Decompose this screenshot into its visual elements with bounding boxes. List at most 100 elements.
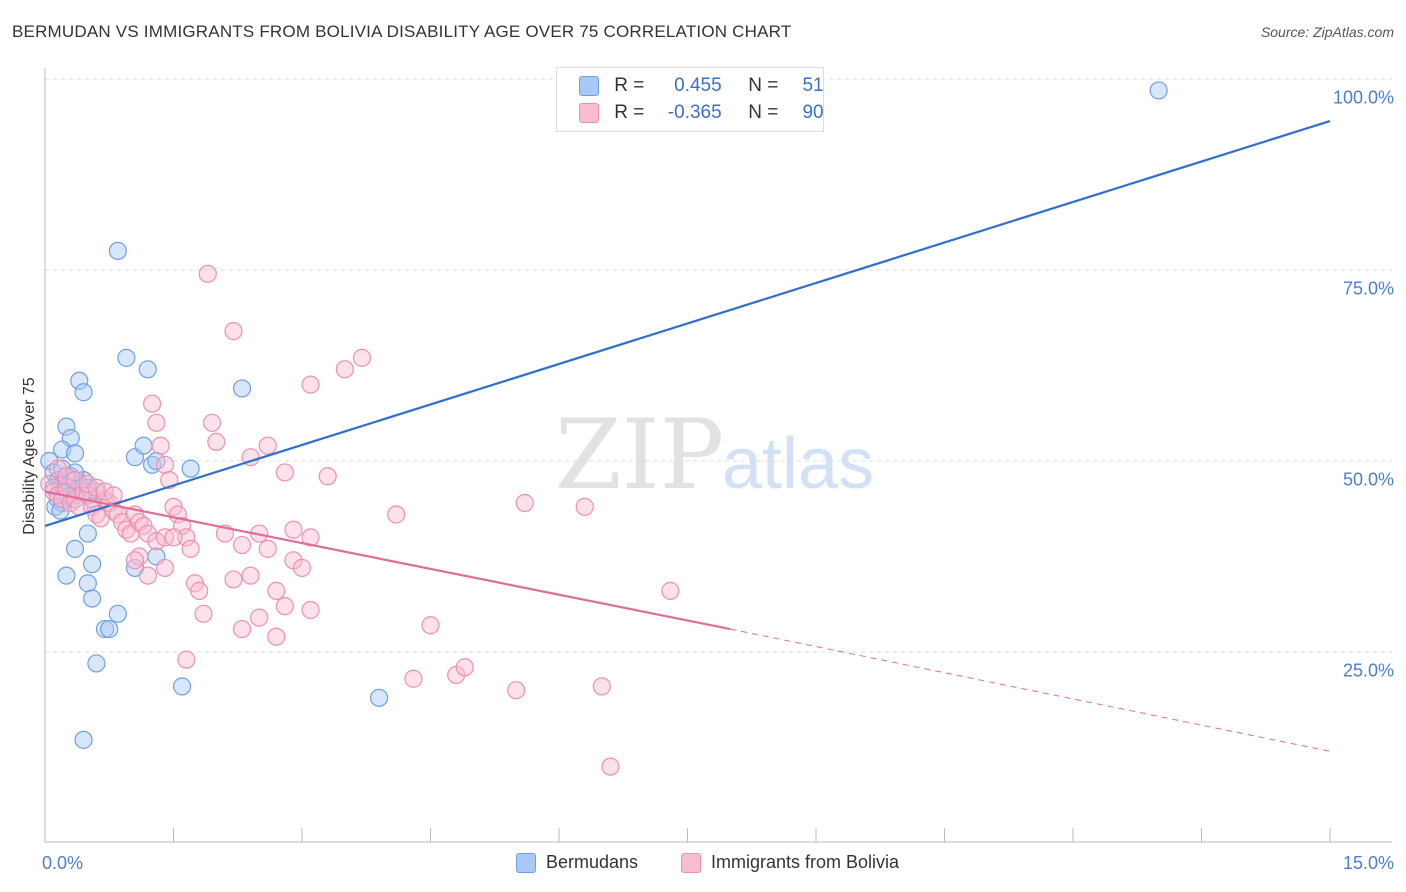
bolivia-point: [592, 677, 611, 696]
bolivia-point: [575, 497, 594, 516]
bolivia-point: [284, 520, 303, 539]
legend-n-label: N =: [748, 102, 779, 123]
legend-n-label: N =: [748, 75, 779, 96]
legend-swatch-bolivia: [579, 102, 599, 123]
axis-layer: [44, 68, 1392, 843]
legend-r-value: 0.455: [674, 75, 722, 96]
bottom-legend-swatch-bermudans: [516, 853, 536, 874]
y-tick-75: 75.0%: [1342, 278, 1394, 299]
watermark-atlas: atlas: [722, 424, 874, 504]
bermudan-point: [78, 524, 97, 543]
bottom-legend-label: Immigrants from Bolivia: [711, 852, 900, 872]
bottom-legend-label: Bermudans: [546, 852, 639, 872]
bermudan-point: [83, 555, 102, 574]
bermudan-point: [74, 730, 93, 749]
y-tick-100: 100.0%: [1332, 87, 1394, 108]
bolivia-point: [301, 375, 320, 394]
bolivia-point: [190, 581, 209, 600]
bolivia-point: [301, 600, 320, 620]
bermudan-point: [1149, 81, 1168, 100]
watermark-zip: ZIP: [555, 399, 724, 511]
legend-r-value: -0.365: [667, 102, 722, 123]
y-tick-25: 25.0%: [1342, 660, 1394, 681]
bermudan-point: [95, 619, 115, 639]
bermudan-point: [57, 417, 76, 436]
bolivia-point: [335, 360, 354, 379]
bolivia-point: [661, 581, 680, 600]
legend-r-label: R =: [614, 75, 645, 96]
legend-r-label: R =: [614, 102, 645, 123]
bolivia-trend-line: [44, 490, 731, 631]
bolivia-point: [164, 528, 183, 547]
bolivia-point: [95, 482, 115, 501]
bolivia-point: [224, 322, 243, 341]
bolivia-point: [78, 474, 97, 494]
bolivia-point: [241, 566, 260, 585]
bolivia-point: [292, 558, 312, 578]
bolivia-point: [224, 570, 243, 589]
bolivia-point: [250, 608, 269, 627]
source-label: Source: ZipAtlas.com: [1260, 24, 1394, 40]
bolivia-point: [421, 616, 440, 635]
point-layer: [40, 81, 1168, 776]
bolivia-point: [198, 264, 217, 283]
bolivia-point: [232, 535, 252, 555]
bottom-legend-bermudans: Bermudans: [516, 852, 639, 874]
bermudan-point: [117, 348, 136, 367]
bermudan-point: [138, 360, 157, 379]
bermudan-point: [65, 444, 85, 463]
bolivia-point: [147, 532, 166, 551]
bolivia-point: [455, 658, 474, 677]
bolivia-point: [232, 619, 252, 639]
bermudan-point: [87, 654, 106, 673]
bolivia-point: [207, 432, 226, 451]
chart-title: BERMUDAN VS IMMIGRANTS FROM BOLIVIA DISA…: [12, 22, 792, 41]
bolivia-trend-extension: [730, 628, 1331, 752]
bermudan-point: [83, 589, 102, 608]
bermudan-point: [74, 383, 93, 402]
bermudan-point: [78, 574, 97, 593]
bolivia-point: [258, 539, 277, 558]
bolivia-point: [87, 478, 106, 497]
bolivia-point: [194, 604, 213, 623]
bermudan-point: [51, 501, 70, 520]
bolivia-point: [151, 436, 170, 455]
y-tick-50: 50.0%: [1342, 469, 1394, 490]
bolivia-point: [142, 394, 162, 413]
bermudan-trend-line: [44, 119, 1331, 527]
bolivia-point: [177, 650, 196, 669]
bolivia-point: [147, 413, 166, 432]
bolivia-point: [181, 539, 200, 558]
bolivia-point: [515, 493, 534, 513]
bermudan-point: [181, 459, 200, 478]
bolivia-point: [138, 566, 157, 585]
bolivia-point: [267, 627, 286, 646]
bottom-legend-swatch-bolivia: [681, 853, 701, 874]
bolivia-point: [387, 505, 406, 524]
bolivia-point: [258, 436, 277, 455]
bolivia-point: [125, 551, 145, 570]
bolivia-point: [155, 455, 175, 474]
bolivia-point: [267, 581, 286, 600]
bermudan-point: [70, 371, 89, 390]
bermudan-point: [100, 619, 119, 639]
bolivia-point: [507, 681, 526, 700]
bermudan-point: [232, 379, 252, 398]
x-tick-min: 0.0%: [42, 853, 84, 873]
bolivia-point: [177, 528, 196, 547]
bolivia-point: [155, 558, 175, 578]
bermudan-point: [108, 241, 127, 260]
bermudan-point: [57, 566, 76, 585]
bermudan-point: [108, 604, 127, 623]
legend-row-bermudans: R = 0.455 N = 51: [579, 75, 824, 99]
trend-layer: [44, 119, 1331, 752]
legend-swatch-bermudans: [579, 75, 599, 96]
stats-legend: R = 0.455 N = 51 R = -0.365 N = 90: [556, 67, 824, 132]
bolivia-point: [601, 757, 620, 776]
bermudan-point: [172, 677, 192, 696]
legend-n-value: 51: [802, 75, 824, 96]
bermudan-point: [134, 436, 153, 455]
bolivia-point: [404, 669, 423, 688]
bolivia-point: [318, 467, 337, 486]
